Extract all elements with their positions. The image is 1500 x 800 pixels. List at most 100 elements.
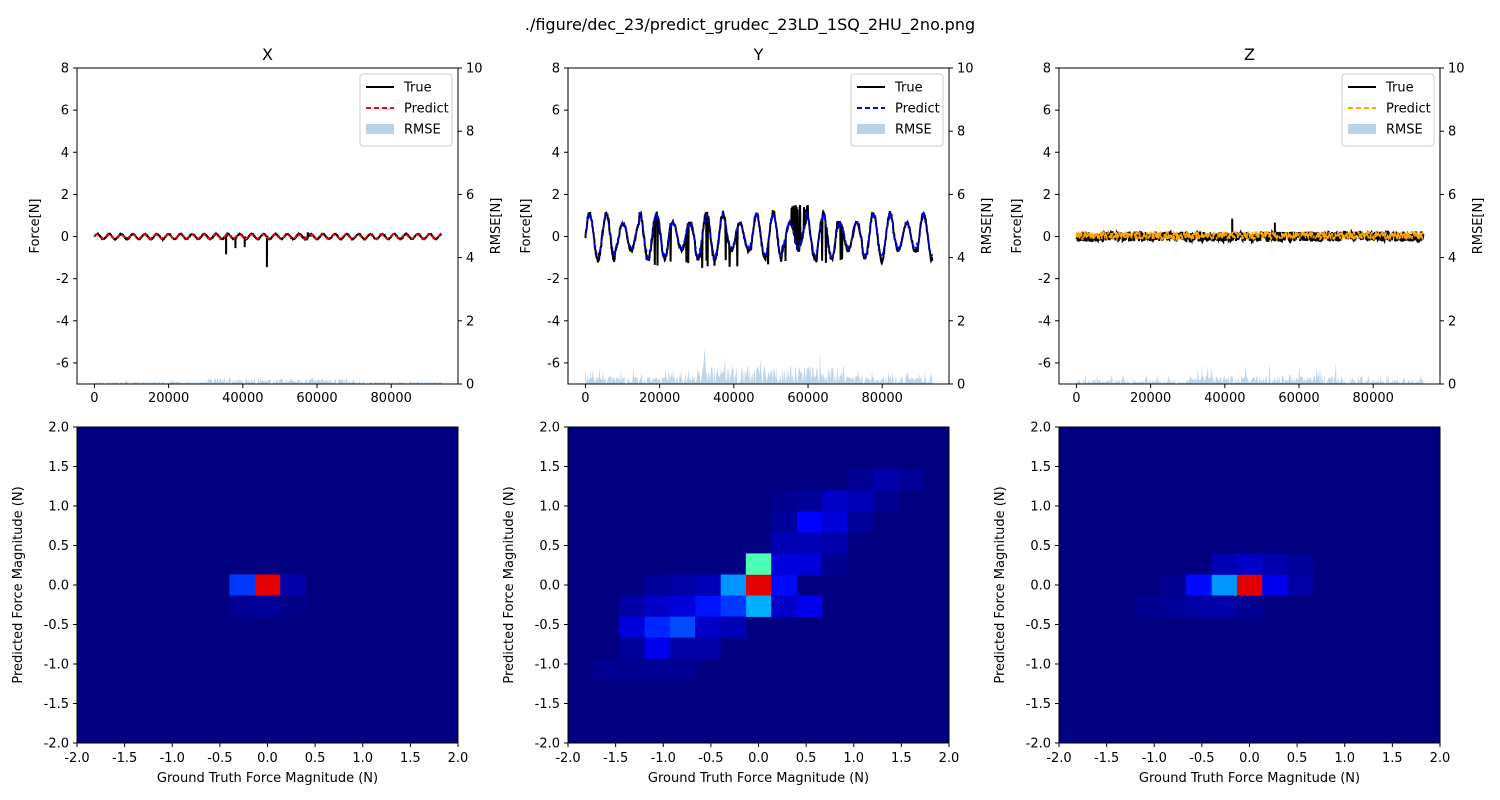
heatmap-cell — [796, 490, 823, 512]
heatmap-cell — [618, 658, 645, 681]
y-tick-label: -0.5 — [1026, 618, 1051, 633]
heatmap-cell — [822, 532, 848, 554]
heatmap-cell — [669, 595, 696, 617]
legend-label-rmse: RMSE — [1386, 123, 1423, 138]
heatmap-panel-2: -2.0 -1.5 -1.0 -0.5 0.0 0.5 1.0 1.5 2.0 -2.0 -1.5 -… — [502, 421, 959, 787]
y-tick-label: 0.5 — [48, 539, 69, 554]
y-tick-label: 1.5 — [48, 460, 69, 475]
legend-label-predict: Predict — [895, 102, 940, 117]
rmse-area — [585, 348, 933, 384]
y-tick-label: -4 — [1038, 314, 1051, 329]
y-tick-label: 1.0 — [1030, 500, 1051, 515]
x-axis-label: Ground Truth Force Magnitude (N) — [648, 771, 869, 786]
x-tick-label: 40000 — [222, 391, 263, 406]
y2-tick-label: 8 — [466, 125, 474, 140]
y2-tick-label: 2 — [957, 314, 965, 329]
heatmap-cell — [1160, 574, 1187, 596]
y2-axis-label: RMSE[N] — [980, 198, 995, 255]
x-tick-label: 0.5 — [305, 751, 326, 766]
heatmap-cell — [254, 595, 281, 617]
y-tick-label: 6 — [552, 104, 560, 119]
heatmap-cell — [1287, 553, 1314, 575]
heatmap-cell — [695, 574, 721, 596]
heatmap-cell — [771, 553, 797, 575]
heatmap-cell — [1287, 574, 1314, 596]
x-tick-label: 20000 — [1130, 391, 1171, 406]
y-tick-label: 1.5 — [539, 460, 560, 475]
x-tick-label: 2.0 — [448, 751, 469, 766]
legend-label-true: True — [403, 81, 432, 96]
y-tick-label: 0 — [61, 230, 69, 245]
figure-suptitle: ./figure/dec_23/predict_grudec_23LD_1SQ_… — [525, 15, 975, 35]
x-tick-label: 2.0 — [1430, 751, 1451, 766]
legend-swatch-rmse — [857, 124, 885, 134]
rmse-area — [94, 376, 442, 384]
heatmap-cell — [1236, 595, 1263, 617]
y-tick-label: -6 — [1038, 356, 1051, 371]
line-panel-z: 0 20000 40000 60000 80000 -6 -4 -2 0 2 4 6 8 0 2 4 6 8 10 Z… — [1010, 45, 1486, 406]
y-tick-label: -6 — [56, 356, 69, 371]
x-tick-label: 2.0 — [939, 751, 960, 766]
heatmap-cell — [1160, 595, 1187, 617]
x-tick-label: 20000 — [639, 391, 680, 406]
panel-title: X — [262, 45, 273, 64]
y-tick-label: 0.5 — [1030, 539, 1051, 554]
x-tick-label: -0.5 — [698, 751, 723, 766]
y-tick-label: 0 — [552, 230, 560, 245]
y2-tick-label: 2 — [1448, 314, 1456, 329]
x-tick-label: 1.5 — [1382, 751, 1403, 766]
y-tick-label: 0 — [1043, 230, 1051, 245]
y-tick-label: 2 — [1043, 188, 1051, 203]
x-tick-label: 20000 — [148, 391, 189, 406]
x-tick-label: 1.5 — [891, 751, 912, 766]
y-tick-label: -1.0 — [535, 658, 560, 673]
x-tick-label: -1.5 — [1094, 751, 1119, 766]
heatmap-cell — [618, 637, 645, 660]
y-tick-label: 2.0 — [1030, 421, 1051, 436]
heatmap-cell — [669, 574, 696, 596]
heatmap-cell — [898, 469, 924, 491]
y2-tick-label: 4 — [957, 251, 965, 266]
plot-area — [93, 231, 443, 384]
y-tick-label: -0.5 — [535, 618, 560, 633]
legend: True Predict RMSE — [359, 73, 453, 147]
heatmap-cell — [847, 511, 874, 533]
heatmap-cell — [720, 616, 747, 638]
y-tick-label: -1.5 — [535, 697, 560, 712]
y-tick-label: 2 — [61, 188, 69, 203]
legend-label-rmse: RMSE — [895, 123, 932, 138]
y-tick-label: 1.0 — [48, 500, 69, 515]
y-tick-label: 8 — [552, 62, 560, 77]
y-tick-label: -1.5 — [1026, 697, 1051, 712]
y-tick-label: 0.0 — [48, 579, 69, 594]
heatmap-cell — [644, 595, 670, 617]
x-tick-label: 0.0 — [257, 751, 278, 766]
heatmap-cell — [1236, 553, 1263, 575]
x-tick-label: 80000 — [1353, 391, 1394, 406]
plot-area — [584, 204, 934, 384]
heatmap-cell — [1236, 574, 1263, 596]
heatmap-cell — [280, 595, 306, 617]
x-tick-label: -1.0 — [160, 751, 185, 766]
x-tick-label: 1.5 — [400, 751, 421, 766]
heatmap-cell — [720, 595, 747, 617]
x-tick-label: -2.0 — [1046, 751, 1071, 766]
heatmap-cell — [771, 490, 797, 512]
x-tick-label: -1.0 — [1142, 751, 1167, 766]
heatmap-cell — [847, 469, 874, 491]
axes-frame — [1058, 67, 1441, 385]
heatmap-cell — [796, 511, 823, 533]
x-tick-label: 0.5 — [1287, 751, 1308, 766]
panel-title: Z — [1244, 45, 1255, 64]
legend-label-rmse: RMSE — [404, 123, 441, 138]
heatmap-cell — [822, 553, 848, 575]
heatmap-cell — [280, 574, 306, 596]
y-tick-label: -4 — [56, 314, 69, 329]
heatmap-cell — [229, 595, 256, 617]
heatmap-cell — [1262, 553, 1288, 575]
x-tick-label: 0 — [1072, 391, 1080, 406]
y-tick-label: 8 — [1043, 62, 1051, 77]
x-tick-label: 1.0 — [843, 751, 864, 766]
y2-tick-label: 0 — [466, 378, 474, 393]
heatmap-cell — [695, 595, 721, 617]
